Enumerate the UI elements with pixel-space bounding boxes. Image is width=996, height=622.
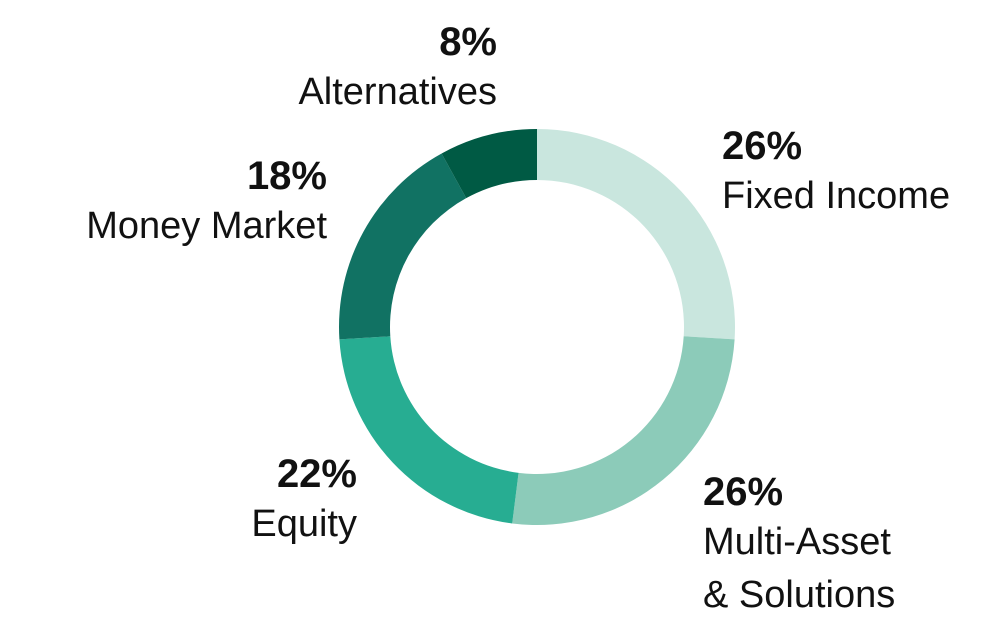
segment-label: 26% Fixed Income	[722, 122, 950, 223]
value-label: 26%	[722, 124, 803, 168]
segment-label: 18% Money Market	[86, 152, 327, 253]
donut-segment	[537, 129, 736, 340]
donut-segment	[339, 336, 519, 524]
segment-label: 26% Multi-Asset & Solutions	[703, 468, 983, 622]
value-label: 26%	[703, 470, 784, 514]
category-label: Multi-Asset & Solutions	[703, 521, 896, 616]
segment-label: 22% Equity	[251, 450, 357, 551]
value-label: 22%	[276, 452, 357, 496]
donut-segment	[441, 129, 537, 199]
category-label: Equity	[251, 503, 357, 545]
category-label: Fixed Income	[722, 175, 951, 217]
category-label: Alternatives	[298, 71, 497, 113]
donut-segment	[512, 336, 735, 525]
value-label: 8%	[439, 20, 497, 64]
category-label: Money Market	[86, 205, 327, 247]
donut-segment	[339, 153, 467, 340]
value-label: 18%	[246, 154, 327, 198]
segment-label: 8% Alternatives	[298, 18, 497, 119]
